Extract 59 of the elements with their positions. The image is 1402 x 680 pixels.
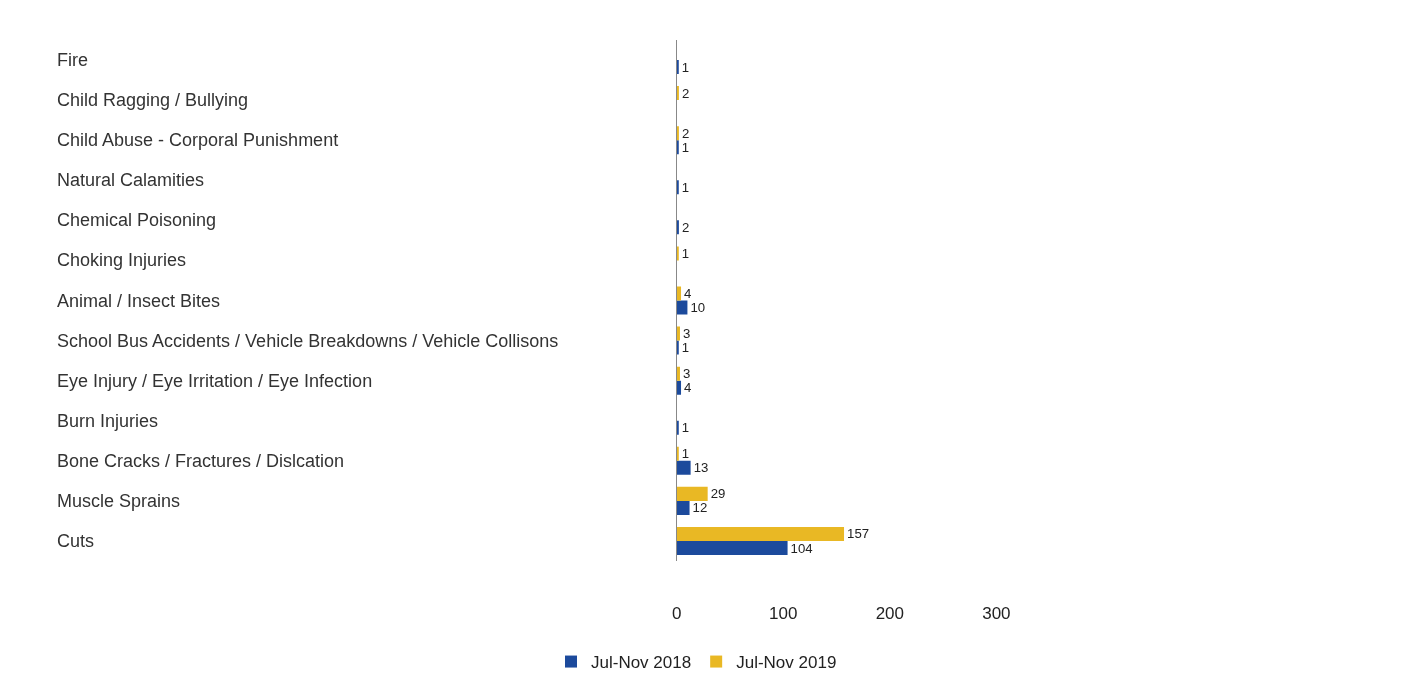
y-tick-label: Natural Calamities — [57, 170, 205, 190]
data-label: 1 — [681, 245, 690, 261]
bar — [676, 500, 690, 515]
data-label: 3 — [682, 366, 691, 382]
x-tick-label: 100 — [769, 604, 798, 623]
bar — [676, 140, 679, 155]
y-tick-label: Chemical Poisoning — [57, 210, 217, 230]
x-tick-label: 0 — [672, 604, 682, 623]
bar — [676, 326, 680, 341]
x-tick-label: 300 — [982, 604, 1011, 623]
data-label: 2 — [681, 219, 690, 235]
y-tick-label: Bone Cracks / Fractures / Dislcation — [57, 451, 345, 471]
bar — [676, 86, 679, 101]
bar — [676, 246, 679, 261]
data-label: 2 — [681, 85, 690, 101]
bar — [676, 460, 691, 475]
data-label: 3 — [682, 326, 691, 342]
y-tick-label: Fire — [57, 50, 88, 70]
bar — [676, 220, 679, 235]
data-label: 13 — [693, 460, 709, 476]
y-tick-label: Choking Injuries — [57, 250, 187, 270]
y-tick-label: Child Abuse - Corporal Punishment — [57, 130, 339, 150]
bar — [676, 486, 708, 501]
y-tick-label: Cuts — [57, 531, 95, 551]
data-label: 1 — [681, 59, 690, 75]
data-label: 4 — [684, 380, 692, 396]
bar — [676, 540, 788, 555]
data-label: 4 — [684, 286, 692, 302]
bar — [676, 380, 682, 395]
bar — [676, 446, 679, 461]
data-label: 1 — [681, 139, 690, 155]
data-label: 12 — [692, 500, 708, 516]
data-label: 1 — [681, 446, 690, 462]
bar — [676, 300, 688, 315]
y-tick-label: Burn Injuries — [57, 411, 159, 431]
data-label: 1 — [681, 340, 690, 356]
bar — [676, 340, 679, 355]
y-tick-label: Child Ragging / Bullying — [57, 90, 249, 110]
bar — [676, 366, 680, 381]
legend-label: Jul-Nov 2018 — [591, 653, 692, 673]
y-tick-label: Eye Injury / Eye Irritation / Eye Infection — [57, 371, 373, 391]
x-tick-label: 200 — [875, 604, 905, 623]
y-tick-label: School Bus Accidents / Vehicle Breakdowns / Vehicle Collisons — [57, 331, 559, 351]
legend-label: Jul-Nov 2019 — [736, 653, 837, 673]
bar — [676, 126, 679, 141]
bar — [676, 420, 679, 435]
bar — [676, 286, 682, 301]
y-tick-label: Muscle Sprains — [57, 491, 181, 511]
y-tick-label: Animal / Insect Bites — [57, 291, 221, 311]
bar — [676, 526, 845, 541]
bar — [676, 60, 679, 75]
data-label: 2 — [681, 125, 690, 141]
bar — [676, 180, 679, 195]
data-label: 29 — [710, 486, 726, 502]
data-label: 1 — [681, 179, 690, 195]
data-label: 1 — [681, 420, 690, 436]
data-label: 10 — [690, 300, 706, 316]
data-label: 157 — [847, 526, 870, 542]
data-label: 104 — [790, 540, 813, 556]
